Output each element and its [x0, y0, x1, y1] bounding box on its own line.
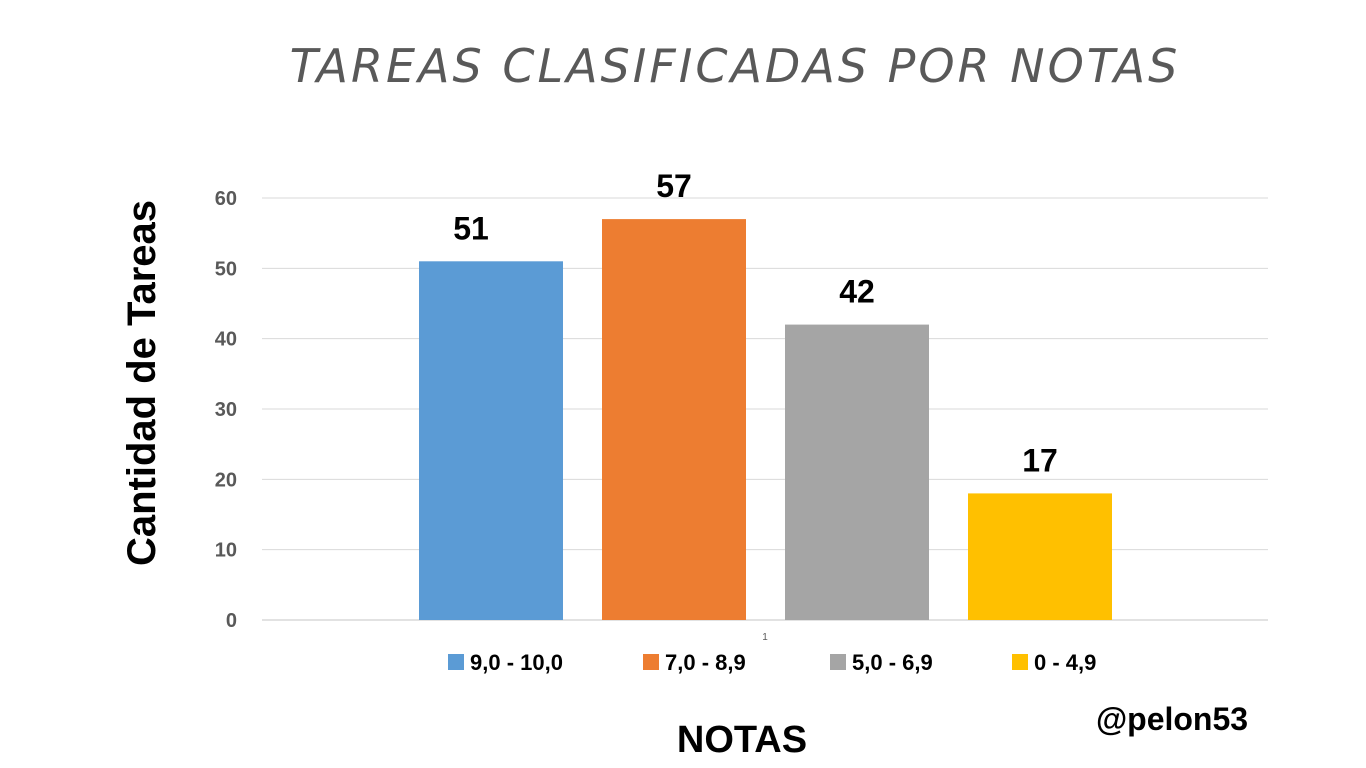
bar — [602, 219, 746, 620]
legend-label: 0 - 4,9 — [1034, 650, 1096, 675]
data-label: 51 — [453, 210, 489, 246]
data-label: 57 — [656, 168, 692, 204]
x-axis-label: NOTAS — [677, 719, 807, 761]
bar — [785, 324, 929, 620]
legend-swatch — [1012, 654, 1028, 670]
bar — [419, 261, 563, 620]
y-tick-label: 50 — [215, 258, 237, 280]
legend: 9,0 - 10,0 7,0 - 8,9 5,0 - 6,9 0 - 4,9 — [448, 650, 1096, 675]
data-label: 17 — [1022, 442, 1058, 478]
legend-item: 9,0 - 10,0 — [448, 650, 563, 675]
legend-swatch — [643, 654, 659, 670]
legend-label: 9,0 - 10,0 — [470, 650, 563, 675]
y-axis-ticks: 0 10 20 30 40 50 60 — [215, 188, 237, 632]
y-tick-label: 40 — [215, 329, 237, 351]
watermark-text: @pelon53 — [1096, 701, 1248, 737]
chart-title: TAREAS CLASIFICADAS POR NOTAS — [290, 39, 1181, 93]
legend-label: 5,0 - 6,9 — [852, 650, 933, 675]
legend-label: 7,0 - 8,9 — [665, 650, 746, 675]
y-tick-label: 30 — [215, 399, 237, 421]
legend-swatch — [448, 654, 464, 670]
y-tick-label: 0 — [226, 610, 237, 632]
legend-item: 0 - 4,9 — [1012, 650, 1096, 675]
x-tick-label: 1 — [762, 632, 768, 643]
y-tick-label: 60 — [215, 188, 237, 210]
legend-item: 7,0 - 8,9 — [643, 650, 746, 675]
y-tick-label: 20 — [215, 469, 237, 491]
gridlines — [262, 197, 1268, 621]
data-label: 42 — [839, 274, 875, 310]
data-labels: 51 57 42 17 — [453, 168, 1058, 478]
y-tick-label: 10 — [215, 540, 237, 562]
bars — [419, 219, 1112, 620]
legend-swatch — [830, 654, 846, 670]
legend-item: 5,0 - 6,9 — [830, 650, 933, 675]
bar — [968, 493, 1112, 620]
y-axis-label: Cantidad de Tareas — [120, 200, 164, 566]
